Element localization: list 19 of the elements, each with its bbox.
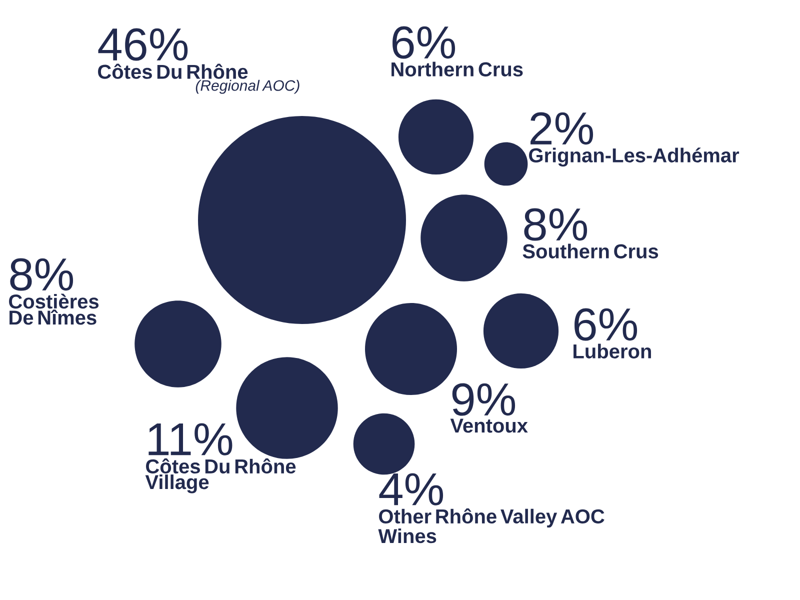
data-label: 8%: [524, 208, 588, 241]
category-label: Luberon: [574, 344, 651, 358]
data-label: 6%: [574, 308, 638, 341]
category-label: Costières De Nîmes: [9, 294, 99, 325]
data-label: 4%: [379, 473, 444, 506]
category-label: Other Rhône Valley AOC Wines: [378, 508, 604, 544]
category-label: Ventoux: [450, 418, 528, 433]
category-label: Côtes Du Rhône: [98, 64, 248, 79]
category-label: Grignan-Les-Adhémar: [529, 148, 740, 166]
category-label: Southern Crus: [522, 244, 658, 258]
category-label: Northern Crus: [392, 62, 523, 76]
data-label: 9%: [452, 383, 516, 416]
text: (Regional AOC): [196, 80, 300, 94]
data-label: 46%: [98, 28, 188, 61]
data-label: 2%: [530, 112, 594, 145]
data-label: 8%: [10, 258, 74, 291]
data-label: 6%: [392, 26, 456, 59]
category-label: Côtes Du Rhône Village: [145, 458, 296, 494]
data-label: 11%: [148, 423, 232, 456]
